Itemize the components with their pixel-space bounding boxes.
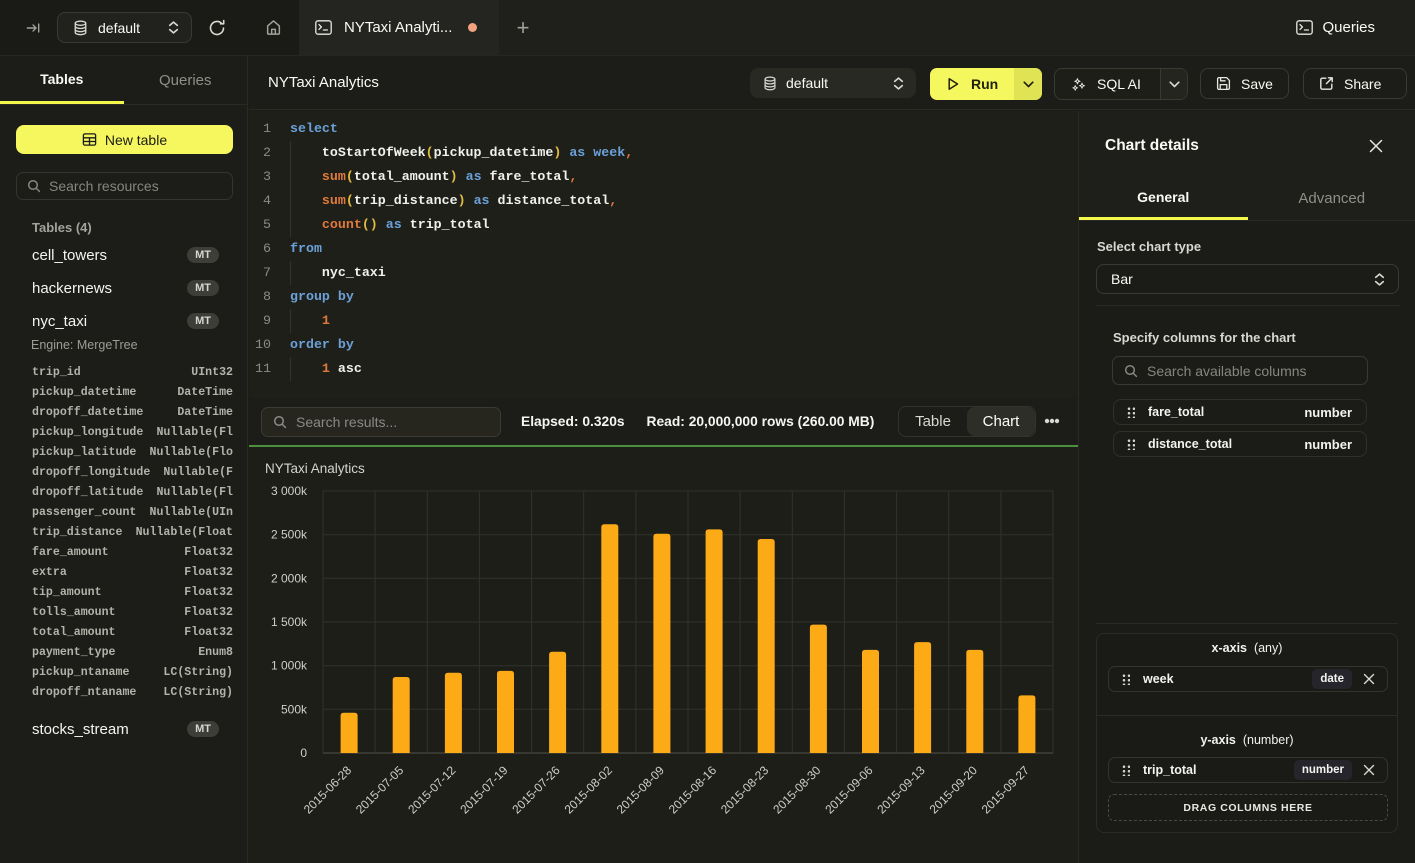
svg-text:1 500k: 1 500k [271,615,308,629]
svg-text:2015-08-30: 2015-08-30 [770,763,824,817]
svg-text:2015-08-09: 2015-08-09 [614,763,668,817]
svg-text:2015-07-05: 2015-07-05 [353,763,407,817]
svg-text:0: 0 [300,746,307,760]
svg-text:2015-09-27: 2015-09-27 [979,763,1033,817]
svg-text:2 000k: 2 000k [271,571,308,585]
svg-text:2015-09-20: 2015-09-20 [927,763,981,817]
svg-text:500k: 500k [281,702,308,716]
svg-text:2015-08-16: 2015-08-16 [666,763,720,817]
svg-text:3 000k: 3 000k [271,484,308,498]
svg-text:2015-07-26: 2015-07-26 [509,763,563,817]
svg-text:2 500k: 2 500k [271,528,308,542]
svg-text:2015-09-13: 2015-09-13 [874,763,928,817]
svg-text:2015-08-02: 2015-08-02 [562,763,616,817]
svg-text:1 000k: 1 000k [271,659,308,673]
svg-text:2015-08-23: 2015-08-23 [718,763,772,817]
svg-text:2015-07-19: 2015-07-19 [457,763,511,817]
svg-text:2015-07-12: 2015-07-12 [405,763,459,817]
svg-text:2015-06-28: 2015-06-28 [301,763,355,817]
svg-text:2015-09-06: 2015-09-06 [822,763,876,817]
